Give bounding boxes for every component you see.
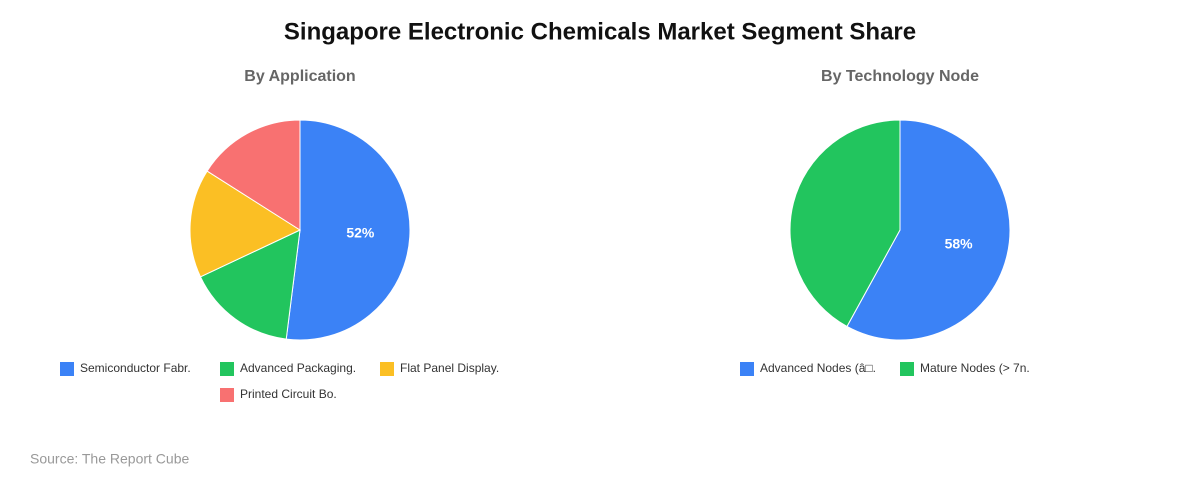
legend-swatch [380,362,394,376]
legend-swatch [220,388,234,402]
source: Source: The Report Cube [30,451,189,467]
pie-slice [846,119,1011,341]
legend-label: Flat Panel Display. [400,361,499,375]
pie-slice [285,119,411,341]
pie-slice [789,119,901,328]
legend-swatch [900,362,914,376]
legend-swatch [740,362,754,376]
legend-swatch [60,362,74,376]
legend-label: Advanced Nodes (â□. [760,361,876,375]
slice-label: 58% [945,236,974,252]
slice-label: 52% [346,225,375,241]
pie-slice [189,170,302,278]
chart-subtitle: By Technology Node [821,68,979,85]
legend-label: Advanced Packaging. [240,361,356,375]
pie-slice [199,229,301,340]
chart-subtitle: By Application [244,68,355,85]
legend-label: Mature Nodes (> 7n. [920,361,1030,375]
legend-label: Semiconductor Fabr. [80,361,191,375]
legend-swatch [220,362,234,376]
page-title: Singapore Electronic Chemicals Market Se… [284,18,916,45]
legend-label: Printed Circuit Bo. [240,387,337,401]
pie-slice [206,119,301,231]
